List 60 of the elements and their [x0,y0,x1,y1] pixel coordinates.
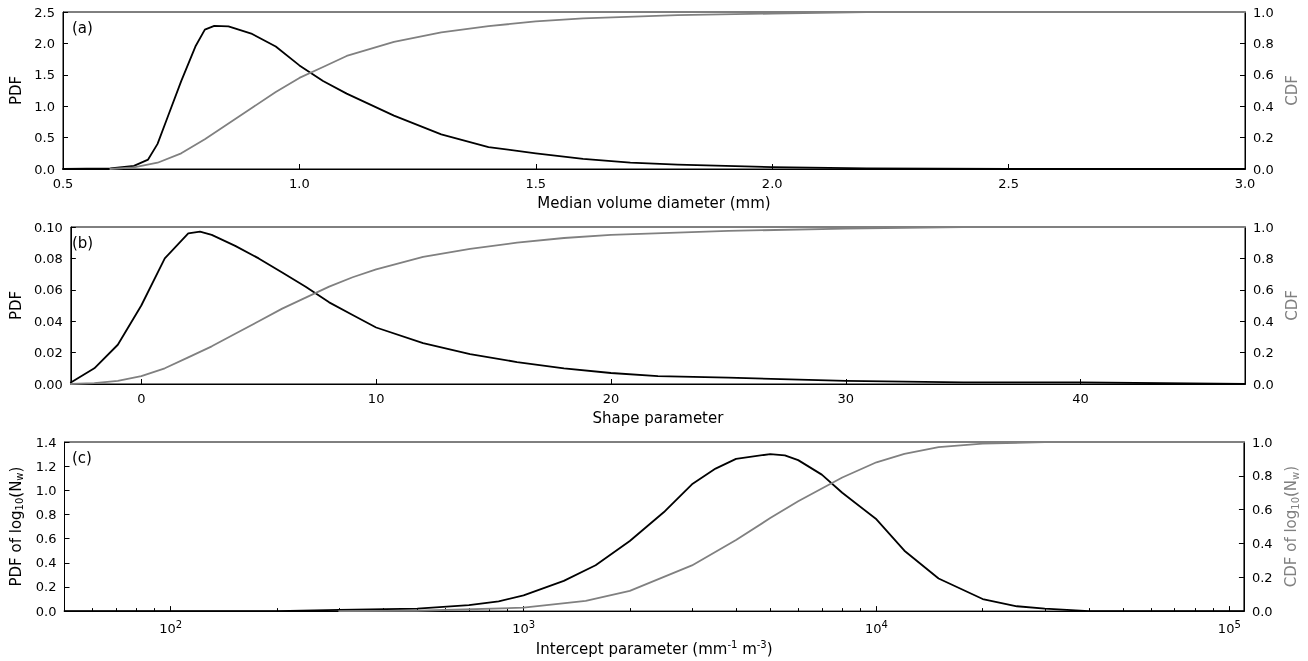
y2-tick-label: 0.0 [1253,161,1274,177]
y-tick-label: 0.10 [33,219,63,235]
y-tick-label: 0.04 [33,313,63,329]
y-tick-label: 0.5 [34,130,55,146]
y2-tick-label: 0.6 [1253,282,1274,298]
y2-tick-label: 0.8 [1253,250,1274,266]
y-tick-label: 0.0 [34,161,55,177]
x-axis-title: Median volume diameter (mm) [537,193,771,212]
y-tick-label: 2.5 [34,4,55,20]
x-axis-title: Shape parameter [592,408,725,427]
y2-tick-label: 0.4 [1253,313,1274,329]
y2-tick-label: 1.0 [1251,434,1273,450]
y-tick-label: 2.0 [34,35,55,51]
x-tick-label: 2.5 [998,176,1019,191]
x-tick-label: 0 [137,391,146,406]
y2-axis-title: CDF of log10(Nw) [1282,465,1301,588]
y2-tick-label: 0.8 [1251,468,1273,484]
y2-tick-label: 0.6 [1251,502,1273,518]
y-tick-label: 0.02 [33,345,63,361]
y2-tick-label: 0.4 [1253,98,1274,114]
x-tick-label: 40 [1072,391,1089,406]
x-tick-label: 0.5 [52,176,74,191]
y2-tick-label: 1.0 [1253,4,1274,20]
y-tick-label: 0.8 [35,506,57,522]
y-tick-label: 1.5 [34,67,55,83]
annotation: (a) [72,18,93,37]
x-tick-label: 20 [602,391,620,406]
x-tick-label: 30 [837,391,855,406]
y-tick-label: 0.4 [35,555,57,571]
annotation: (b) [72,233,94,252]
y-tick-label: 1.0 [35,482,57,498]
y-tick-label: 0.2 [35,579,57,595]
x-tick-label: 10 [367,391,385,406]
y-axis-title: PDF of log10(Nw) [6,466,25,587]
y-tick-label: 1.2 [35,458,57,474]
y2-tick-label: 0.2 [1253,345,1274,361]
y-axis-title: PDF [6,75,25,106]
y-tick-label: 1.4 [35,434,57,450]
y2-tick-label: 0.2 [1253,130,1274,146]
x-tick-label: 1.5 [525,176,547,191]
y2-tick-label: 0.4 [1251,535,1273,551]
y2-tick-label: 1.0 [1253,219,1274,235]
y2-tick-label: 0.0 [1253,376,1274,392]
x-tick-label: 2.0 [761,176,783,191]
y2-tick-label: 0.6 [1253,67,1274,83]
x-tick-label: 3.0 [1234,176,1256,191]
y-tick-label: 0.00 [33,376,63,392]
y-tick-label: 1.0 [34,98,55,114]
y2-tick-label: 0.2 [1251,569,1273,585]
y2-axis-title: CDF [1283,290,1302,321]
y-tick-label: 0.6 [35,531,57,547]
y2-tick-label: 0.0 [1251,603,1273,619]
y2-axis-title: CDF [1283,75,1302,106]
annotation: (c) [72,448,92,467]
y-tick-label: 0.06 [33,282,63,298]
x-tick-label: 1.0 [289,176,310,191]
y-axis-title: PDF [6,290,25,321]
y-tick-label: 0.0 [35,603,57,619]
y-tick-label: 0.08 [33,250,63,266]
y2-tick-label: 0.8 [1253,35,1274,51]
